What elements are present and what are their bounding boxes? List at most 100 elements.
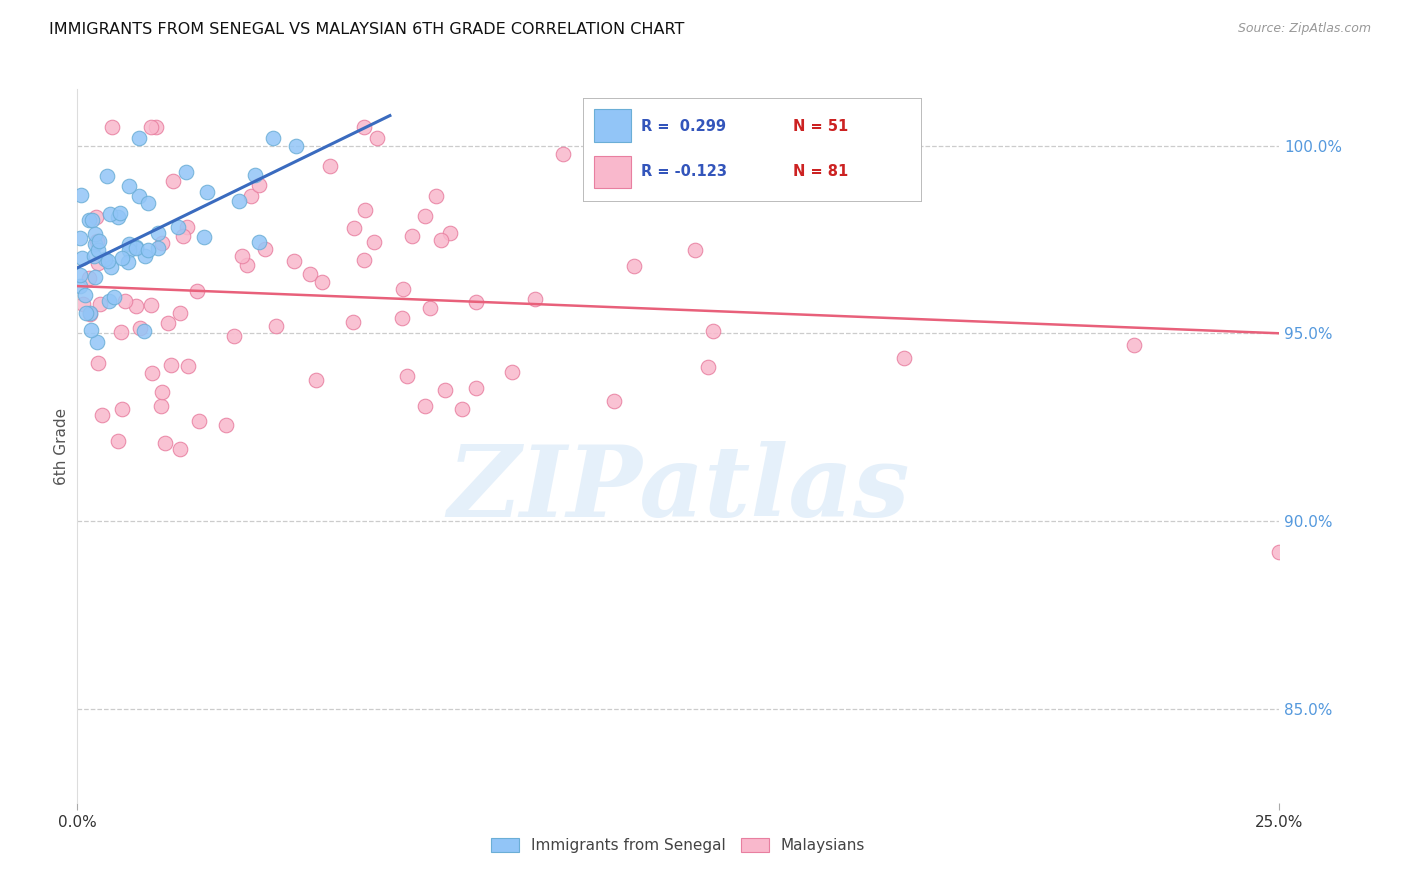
Point bbox=[118, 236, 141, 251]
Point bbox=[100, 260, 122, 275]
Point bbox=[118, 243, 141, 257]
Point bbox=[118, 179, 141, 194]
Point bbox=[111, 251, 134, 265]
Point bbox=[298, 267, 321, 281]
Bar bbox=[593, 110, 631, 142]
Point bbox=[228, 194, 250, 208]
Point bbox=[84, 211, 107, 225]
Point bbox=[141, 298, 163, 312]
Point bbox=[107, 210, 129, 224]
Point bbox=[145, 120, 167, 134]
Point bbox=[524, 292, 547, 306]
Point bbox=[141, 366, 163, 380]
Point bbox=[129, 321, 152, 335]
Point bbox=[262, 131, 284, 145]
Point bbox=[215, 417, 238, 432]
Text: IMMIGRANTS FROM SENEGAL VS MALAYSIAN 6TH GRADE CORRELATION CHART: IMMIGRANTS FROM SENEGAL VS MALAYSIAN 6TH… bbox=[49, 22, 685, 37]
Point bbox=[77, 271, 100, 285]
Point bbox=[77, 213, 100, 227]
Point bbox=[602, 393, 624, 408]
Point bbox=[89, 234, 111, 248]
Point bbox=[103, 290, 125, 304]
Point bbox=[128, 189, 150, 203]
Point bbox=[501, 365, 523, 379]
Point bbox=[342, 315, 364, 329]
Point bbox=[176, 359, 198, 374]
Point bbox=[96, 169, 118, 183]
Point bbox=[391, 311, 413, 326]
Point bbox=[79, 306, 101, 320]
Text: Source: ZipAtlas.com: Source: ZipAtlas.com bbox=[1237, 22, 1371, 36]
Point bbox=[396, 368, 419, 383]
Point bbox=[413, 209, 436, 223]
Point bbox=[465, 294, 488, 309]
Text: ZIPatlas: ZIPatlas bbox=[447, 441, 910, 537]
Point bbox=[70, 251, 93, 265]
Point bbox=[160, 358, 183, 372]
Point bbox=[319, 159, 342, 173]
Point bbox=[266, 319, 288, 334]
Point bbox=[247, 178, 270, 193]
Point bbox=[193, 230, 215, 244]
Point bbox=[84, 269, 107, 284]
Point bbox=[114, 293, 136, 308]
Point bbox=[683, 243, 706, 257]
Point bbox=[231, 249, 253, 263]
Point bbox=[401, 229, 423, 244]
Point bbox=[125, 241, 148, 255]
Point bbox=[363, 235, 385, 250]
Point bbox=[125, 240, 148, 254]
Point bbox=[72, 297, 94, 311]
Point bbox=[136, 243, 159, 257]
Point bbox=[128, 131, 150, 145]
Point bbox=[553, 147, 575, 161]
Legend: Immigrants from Senegal, Malaysians: Immigrants from Senegal, Malaysians bbox=[485, 832, 872, 859]
Point bbox=[188, 414, 211, 428]
Point bbox=[172, 229, 194, 244]
Point bbox=[236, 258, 259, 272]
Point bbox=[366, 130, 388, 145]
Point bbox=[86, 356, 108, 370]
Point bbox=[148, 241, 170, 255]
Point bbox=[1268, 545, 1291, 559]
Point bbox=[80, 213, 103, 227]
Bar bbox=[593, 155, 631, 188]
Point bbox=[413, 399, 436, 413]
Point bbox=[150, 384, 173, 399]
Point bbox=[98, 207, 121, 221]
Point bbox=[169, 306, 191, 320]
Point bbox=[152, 236, 174, 251]
Point bbox=[110, 325, 132, 339]
Y-axis label: 6th Grade: 6th Grade bbox=[53, 408, 69, 484]
Point bbox=[69, 278, 91, 293]
Point bbox=[741, 120, 763, 134]
Point bbox=[343, 221, 366, 235]
Point bbox=[439, 226, 461, 240]
Text: N = 51: N = 51 bbox=[793, 119, 848, 134]
Point bbox=[87, 256, 110, 270]
Point bbox=[134, 249, 156, 263]
Point bbox=[247, 235, 270, 249]
Point bbox=[108, 206, 131, 220]
Point bbox=[311, 275, 333, 289]
Point bbox=[702, 324, 724, 338]
Point bbox=[79, 307, 101, 321]
Point bbox=[893, 351, 915, 365]
Point bbox=[69, 268, 91, 282]
Point bbox=[97, 253, 120, 268]
Point bbox=[149, 399, 172, 413]
Point bbox=[162, 174, 184, 188]
Point bbox=[86, 234, 108, 248]
Point bbox=[132, 325, 155, 339]
Point bbox=[97, 294, 120, 309]
Point bbox=[354, 202, 377, 217]
Point bbox=[107, 434, 129, 449]
Point bbox=[83, 237, 105, 252]
Point bbox=[195, 185, 218, 199]
Point bbox=[86, 334, 108, 349]
Point bbox=[117, 255, 139, 269]
Point bbox=[110, 402, 132, 417]
Point bbox=[169, 442, 191, 456]
Point bbox=[94, 252, 117, 266]
Point bbox=[465, 381, 488, 395]
